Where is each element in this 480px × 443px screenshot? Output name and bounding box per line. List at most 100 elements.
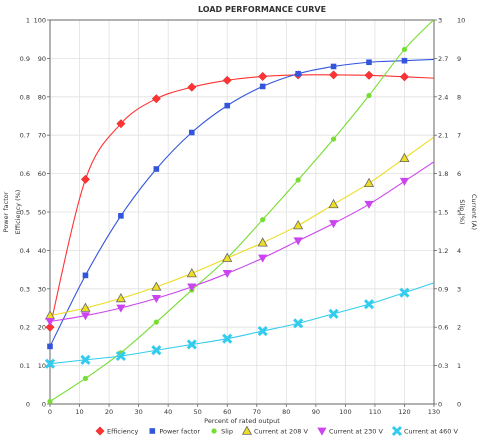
data-point-circle xyxy=(401,46,408,53)
data-point-triangle-down xyxy=(399,177,410,186)
data-point-diamond xyxy=(151,94,161,104)
x-tick-label: 70 xyxy=(253,408,261,416)
data-point-square xyxy=(149,428,156,434)
y-tick-label-slip: 0.9 xyxy=(438,285,448,293)
data-point-square xyxy=(401,57,408,64)
y-tick-label-power-factor: 0.8 xyxy=(20,93,30,101)
x-tick-label: 30 xyxy=(134,408,142,416)
x-tick-label: 120 xyxy=(398,408,410,416)
data-point-square xyxy=(47,343,53,350)
legend-item: Efficiency xyxy=(95,426,138,436)
y-tick-label-current: 8 xyxy=(457,93,461,101)
y-tick-label-power-factor: 0.4 xyxy=(20,247,30,255)
data-point-x xyxy=(115,350,126,362)
x-tick-label: 100 xyxy=(339,408,351,416)
x-tick-label: 10 xyxy=(75,408,83,416)
data-point-triangle-up xyxy=(186,268,197,278)
series-layer xyxy=(44,19,434,405)
x-tick-label: 0 xyxy=(48,408,52,416)
x-tick-label: 60 xyxy=(223,408,231,416)
data-point-x-stroke xyxy=(186,339,197,350)
data-point-x-stroke xyxy=(391,425,403,437)
data-point-triangle-up xyxy=(257,237,268,247)
y-tick-label-efficiency: 30 xyxy=(38,285,46,293)
y-tick-label-slip: 1.2 xyxy=(438,247,448,255)
data-point-x xyxy=(222,333,233,344)
y-tick-label-efficiency: 70 xyxy=(38,132,46,140)
x-tick-label: 50 xyxy=(194,408,202,416)
legend-item: Current at 460 V xyxy=(391,425,459,437)
data-point-triangle-down xyxy=(222,270,232,279)
data-point-diamond xyxy=(364,70,374,80)
y-tick-label-efficiency: 50 xyxy=(38,209,46,217)
y-tick-label-current: 7 xyxy=(457,132,461,140)
data-point-x-stroke xyxy=(80,354,91,365)
series-current-at-460-v xyxy=(44,282,434,369)
data-point-x-stroke xyxy=(293,318,304,329)
series-current-at-208-v xyxy=(44,136,434,320)
y-tick-label-power-factor: 1 xyxy=(26,17,30,25)
data-point-circle xyxy=(330,136,337,142)
legend-item: Slip xyxy=(211,428,233,436)
y-tick-label-efficiency: 0 xyxy=(42,401,46,409)
data-point-square xyxy=(153,166,160,172)
data-point-diamond xyxy=(116,119,126,129)
data-point-square xyxy=(82,272,89,279)
data-point-circle xyxy=(260,217,266,223)
data-point-triangle-up xyxy=(151,281,162,291)
data-point-x xyxy=(399,287,410,298)
y-axis-label-efficiency: Efficiency (%) xyxy=(14,190,22,235)
data-point-circle xyxy=(295,177,301,183)
y-tick-label-efficiency: 100 xyxy=(34,17,46,25)
legend-label: Slip xyxy=(221,428,233,436)
x-tick-label: 130 xyxy=(428,408,440,416)
data-point-x xyxy=(328,308,339,319)
y-tick-label-current: 5 xyxy=(457,209,461,217)
y-tick-label-current: 2 xyxy=(457,324,461,332)
data-point-x xyxy=(44,358,56,369)
y-tick-label-power-factor: 0 xyxy=(26,401,30,409)
data-point-triangle-down xyxy=(258,254,268,263)
data-point-x xyxy=(151,345,162,356)
y-tick-label-current: 9 xyxy=(457,55,461,63)
y-tick-label-slip: 3 xyxy=(438,17,442,25)
x-tick-label: 90 xyxy=(312,408,320,416)
y-tick-label-current: 1 xyxy=(457,362,461,370)
y-tick-label-power-factor: 0.5 xyxy=(20,209,30,217)
data-point-x-stroke xyxy=(222,333,233,344)
legend-item: Power factor xyxy=(149,428,200,436)
y-tick-label-efficiency: 90 xyxy=(38,55,46,63)
data-point-x-stroke xyxy=(363,299,375,310)
y-tick-label-efficiency: 80 xyxy=(38,93,46,101)
data-point-square xyxy=(295,70,301,77)
series-efficiency xyxy=(45,70,434,332)
data-point-triangle-up xyxy=(241,425,253,435)
data-point-x xyxy=(391,425,403,437)
data-point-circle xyxy=(366,92,372,99)
x-axis-label: Percent of rated output xyxy=(204,417,280,425)
data-point-x-stroke xyxy=(328,308,339,319)
y-tick-label-current: 3 xyxy=(457,285,461,293)
y-tick-label-power-factor: 0.7 xyxy=(20,132,30,140)
legend-item: Current at 208 V xyxy=(241,425,309,436)
y-tick-label-slip: 0.6 xyxy=(438,324,448,332)
series-current-at-230-v xyxy=(45,161,434,327)
legend: Efficiency Power factor Slip Current at 208… xyxy=(95,425,459,437)
data-point-triangle-down xyxy=(80,312,91,321)
data-point-triangle-down xyxy=(364,200,374,209)
y-tick-label-slip: 1.5 xyxy=(438,209,448,217)
data-point-x-stroke xyxy=(115,350,126,362)
y-tick-label-efficiency: 60 xyxy=(38,170,46,178)
data-point-triangle-up xyxy=(293,220,304,230)
y-tick-label-current: 4 xyxy=(457,247,461,255)
data-point-square xyxy=(366,59,372,66)
data-point-diamond xyxy=(258,71,268,82)
legend-label: Efficiency xyxy=(107,428,138,436)
data-point-triangle-up xyxy=(328,198,339,209)
x-tick-label: 110 xyxy=(369,408,381,416)
data-point-triangle-down xyxy=(151,295,161,303)
data-point-square xyxy=(224,102,231,109)
x-tick-label: 40 xyxy=(164,408,172,416)
y-tick-label-efficiency: 40 xyxy=(38,247,46,255)
data-point-circle xyxy=(211,428,217,434)
